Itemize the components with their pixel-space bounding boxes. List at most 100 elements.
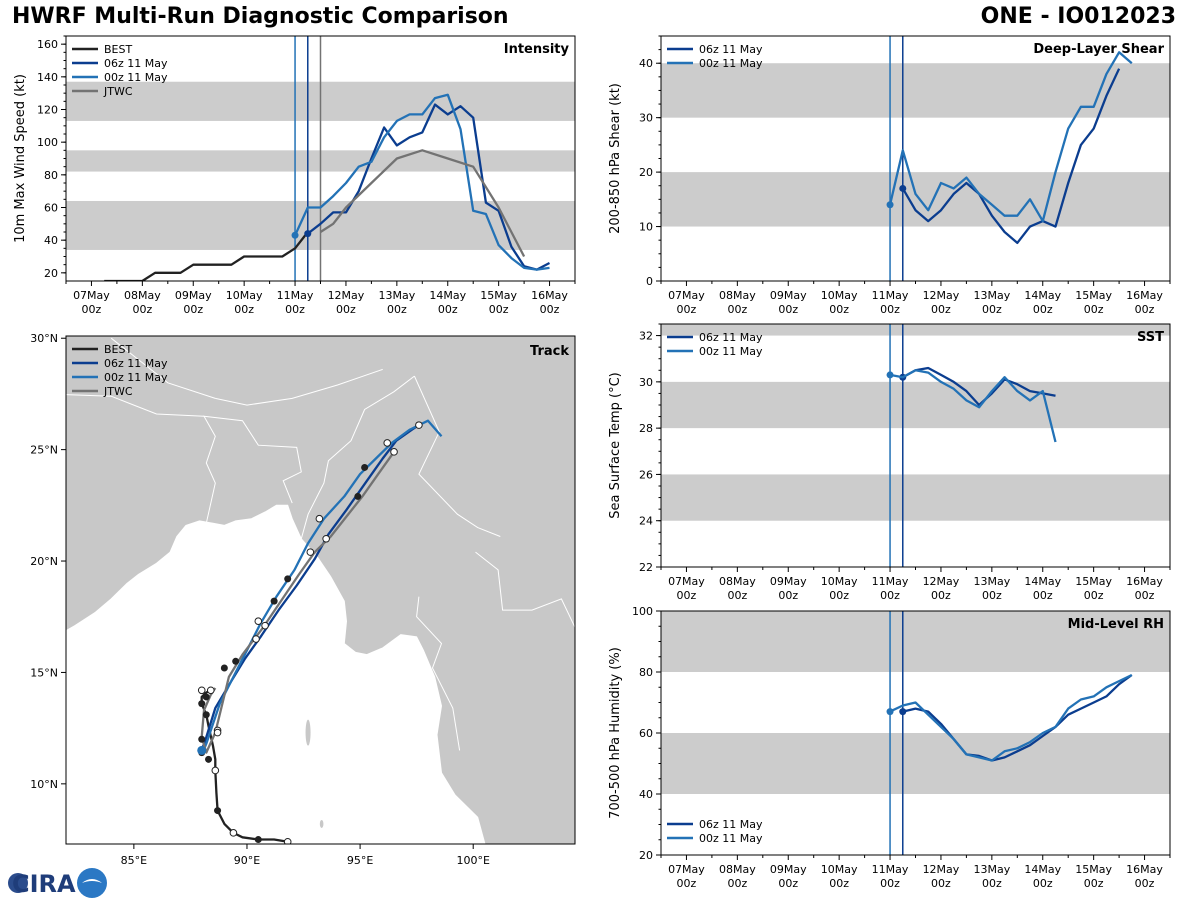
track-point-open-jtwc-5 [390,448,398,456]
intensity-xtick-label: 13May [378,289,415,302]
track-panel: 85°E 90°E 95°E 100°E 10°N 15°N 20°N 25°N 30°N Tra… [30,332,576,867]
rh-xtick-sublabel: 00z [727,877,747,890]
track-point-filled-run06-2 [232,657,240,665]
rh-xtick-label: 16May [1126,863,1163,876]
shear-xtick-label: 07May [668,289,705,302]
land-nicobar-islands [319,819,324,828]
sst-xtick-sublabel: 00z [1135,589,1155,602]
track-point-filled-best-0 [254,836,262,844]
intensity-ytick-label: 20 [44,267,58,280]
shear-ylabel: 200-850 hPa Shear (kt) [608,83,623,234]
sst-xtick-sublabel: 00z [1033,589,1053,602]
intensity-xtick-sublabel: 00z [82,303,102,316]
track-point-open-jtwc-3 [306,548,315,556]
rh-ytick-label: 100 [632,605,653,618]
shear-ytick-label: 10 [639,221,653,234]
border-line-6 [475,551,575,629]
rh-xtick-sublabel: 00z [931,877,951,890]
intensity-ytick-label: 100 [37,136,58,149]
intensity-plot-area [66,36,575,281]
rh-xtick-label: 07May [668,863,705,876]
sst-xtick-label: 15May [1075,575,1112,588]
track-point-open-run00-1 [254,617,263,625]
border-line-3 [215,368,383,406]
sst-xtick-label: 08May [719,575,756,588]
intensity-xtick-sublabel: 00z [438,303,458,316]
intensity-xtick-label: 12May [328,289,365,302]
track-point-filled-best-4 [198,700,206,708]
track-point-open-jtwc-4 [322,534,330,543]
track-point-open-best-3 [206,686,215,695]
storm-id-title: ONE - IO012023 [980,4,1176,29]
sst-ytick-label: 32 [639,330,653,343]
legend-label-jtwc: JTWC [103,385,133,398]
sst-xtick-label: 14May [1024,575,1061,588]
legend-label-jtwc: JTWC [103,85,133,98]
sst-xtick-label: 10May [821,575,858,588]
track-point-open-run00-3 [383,439,392,447]
shear-xtick-label: 12May [923,289,960,302]
rh-ytick-label: 20 [639,849,653,862]
intensity-xtick-sublabel: 00z [285,303,305,316]
shear-title: Deep-Layer Shear [1033,42,1164,57]
intensity-xtick-sublabel: 00z [489,303,509,316]
rh-band-1 [661,611,1170,672]
rh-ylabel: 700-500 hPa Humidity (%) [608,647,623,819]
track-point-filled-best-3 [202,711,210,719]
legend-label-run06: 06z 11 May [104,57,168,70]
sst-xtick-label: 12May [923,575,960,588]
track-point-filled-best-5 [202,693,210,701]
intensity-xtick-label: 16May [531,289,568,302]
intensity-xtick-sublabel: 00z [540,303,560,316]
intensity-ytick-label: 120 [37,104,58,117]
legend-label-run00: 00z 11 May [699,345,763,358]
shear-ytick-label: 20 [639,166,653,179]
intensity-ytick-label: 80 [44,169,58,182]
intensity-xtick-label: 10May [226,289,263,302]
border-line-2 [66,394,205,417]
rh-xtick-sublabel: 00z [880,877,900,890]
rh-title: Mid-Level RH [1068,617,1164,632]
track-point-open-jtwc-1 [252,635,260,643]
legend-label-run06: 06z 11 May [104,357,168,370]
track-point-filled-jtwc-0 [198,735,206,743]
track-ytick-label: 15°N [30,666,58,679]
noaa-bird-icon [82,879,102,883]
track-ytick-label: 20°N [30,555,58,568]
track-map-area [66,336,575,844]
sst-xtick-sublabel: 00z [829,589,849,602]
track-init-point-run00 [197,745,207,755]
sst-plot-area [661,324,1170,567]
track-point-filled-jtwc-1 [354,492,362,500]
sst-xtick-label: 07May [668,575,705,588]
sst-ylabel: Sea Surface Temp (°C) [608,372,623,519]
rh-marker-run06-0 [899,708,907,716]
track-point-filled-best-2 [205,755,213,763]
intensity-ytick-label: 60 [44,202,58,215]
track-point-open-jtwc-2 [261,621,269,630]
shear-series-run00 [888,51,1133,223]
intensity-marker-run06-0 [304,230,312,238]
intensity-xtick-label: 07May [73,289,110,302]
intensity-xtick-sublabel: 00z [336,303,356,316]
border-line-7 [110,337,216,399]
sst-xtick-label: 11May [872,575,909,588]
rh-xtick-sublabel: 00z [1033,877,1053,890]
track-point-open-run06-0 [415,421,423,429]
rh-xtick-label: 13May [973,863,1010,876]
track-point-filled-run06-4 [284,575,292,583]
sst-xtick-label: 13May [973,575,1010,588]
land-andaman-islands [305,719,311,746]
track-ytick-label: 30°N [30,332,58,345]
intensity-xtick-label: 08May [124,289,161,302]
sst-frame [660,323,1171,568]
rh-xtick-label: 14May [1024,863,1061,876]
sst-series-run06 [902,366,1056,407]
track-point-open-best-0 [283,837,292,844]
sst-xtick-sublabel: 00z [727,589,747,602]
sst-xtick-sublabel: 00z [880,589,900,602]
sst-ytick-label: 24 [639,515,653,528]
sst-ytick-label: 22 [639,561,653,574]
shear-plot-area [661,36,1170,281]
shear-xtick-sublabel: 00z [677,303,697,316]
